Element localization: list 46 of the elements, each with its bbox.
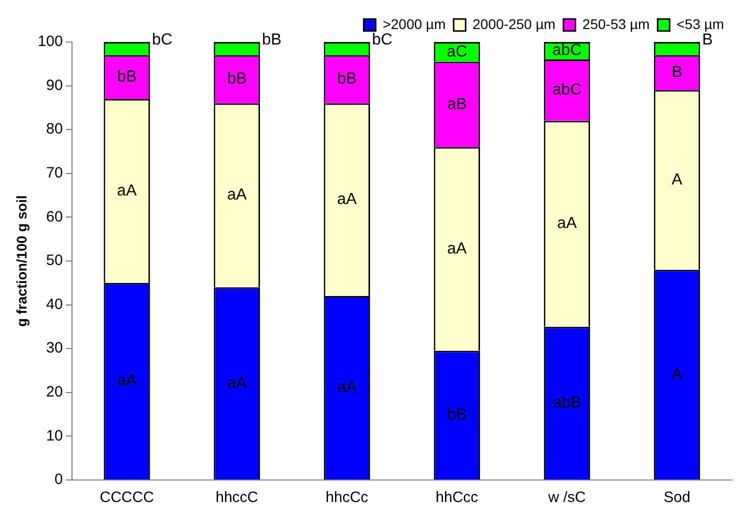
data-label: aA — [337, 191, 358, 208]
y-tick-label: 80 — [46, 120, 63, 138]
data-label: B — [672, 64, 682, 82]
legend-label: 250-53 µm — [582, 16, 650, 32]
data-label: B — [702, 31, 713, 48]
legend-label: 2000-250 µm — [472, 16, 556, 32]
x-tick-label: hhccC — [216, 489, 258, 506]
x-tick-label: w /sC — [547, 489, 586, 506]
data-label: bC — [152, 31, 172, 48]
data-label: aA — [447, 240, 468, 258]
y-tick-label: 60 — [46, 208, 63, 226]
y-tick-label: 10 — [46, 427, 63, 444]
y-tick-label: 90 — [46, 76, 63, 94]
data-label: A — [672, 171, 683, 188]
x-tick-label: Sod — [664, 489, 690, 506]
y-tick-label: 40 — [46, 296, 63, 313]
data-label: abB — [552, 394, 582, 412]
y-tick-label: 0 — [54, 471, 63, 488]
data-label: aC — [446, 43, 468, 60]
y-tick-label: 100 — [38, 33, 63, 50]
data-label: aA — [337, 379, 358, 396]
data-label: bB — [337, 70, 357, 88]
legend-label: <53 µm — [676, 16, 724, 32]
y-tick-label: 70 — [46, 164, 63, 182]
data-label: bB — [447, 406, 467, 424]
y-tick-label: 50 — [46, 252, 63, 270]
data-label: bB — [117, 68, 137, 86]
y-tick-label: 30 — [46, 340, 63, 357]
data-label: bB — [262, 31, 282, 48]
data-label: abC — [552, 82, 582, 99]
data-label: abC — [552, 42, 582, 60]
data-label: bC — [372, 31, 392, 48]
data-label: aB — [447, 96, 467, 113]
data-label: aA — [557, 215, 578, 232]
x-tick-label: hhCcc — [436, 489, 479, 506]
data-label: aA — [117, 182, 137, 200]
data-label: bB — [227, 70, 247, 88]
x-tick-label: CCCCC — [100, 489, 154, 506]
x-tick-label: hhcCc — [326, 489, 369, 506]
data-label: A — [672, 366, 683, 384]
y-axis-title: g fraction/100 g soil — [13, 195, 30, 327]
data-label: aA — [117, 372, 137, 390]
legend-label: >2000 µm — [382, 16, 446, 32]
data-label: aA — [227, 186, 247, 204]
y-tick-label: 20 — [46, 384, 63, 401]
data-label: aA — [227, 374, 247, 392]
